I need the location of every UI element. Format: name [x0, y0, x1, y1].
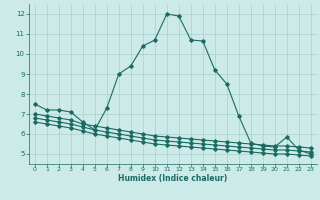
X-axis label: Humidex (Indice chaleur): Humidex (Indice chaleur) — [118, 174, 228, 183]
